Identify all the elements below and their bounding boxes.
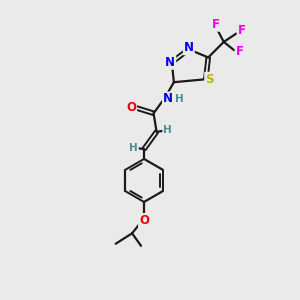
Text: O: O [139, 214, 149, 227]
Text: O: O [126, 101, 136, 114]
Text: N: N [184, 41, 194, 54]
Text: H: H [175, 94, 183, 104]
Text: N: N [163, 92, 173, 105]
Text: F: F [212, 18, 220, 31]
Text: F: F [236, 45, 244, 58]
Text: S: S [205, 73, 214, 86]
Text: F: F [238, 24, 246, 37]
Text: N: N [165, 56, 175, 69]
Text: H: H [129, 142, 138, 153]
Text: H: H [163, 125, 172, 135]
